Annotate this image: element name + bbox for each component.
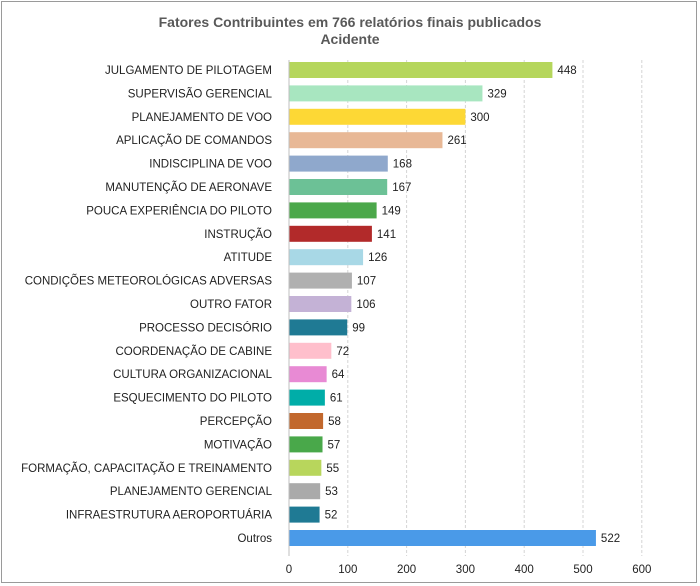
bar	[289, 272, 352, 289]
category-label: FORMAÇÃO, CAPACITAÇÃO E TREINAMENTO	[21, 462, 272, 475]
value-label: 300	[470, 112, 489, 124]
bar	[289, 225, 372, 242]
value-label: 57	[328, 439, 341, 451]
category-label: PERCEPÇÃO	[200, 415, 272, 428]
value-label: 61	[330, 393, 343, 405]
bar	[289, 530, 596, 546]
category-label: Outros	[237, 533, 272, 545]
category-label: INFRAESTRUTURA AEROPORTUÁRIA	[66, 509, 273, 522]
category-label: JULGAMENTO DE PILOTAGEM	[105, 65, 272, 77]
chart-subtitle: Acidente	[320, 31, 380, 47]
bar	[289, 155, 388, 172]
category-label: COORDENAÇÃO DE CABINE	[115, 345, 272, 358]
bar	[289, 296, 352, 312]
bar	[289, 108, 466, 125]
bar	[289, 389, 325, 406]
value-label: 141	[377, 229, 396, 241]
value-label: 261	[447, 135, 466, 147]
bar	[289, 436, 323, 453]
bar	[289, 459, 322, 476]
bar	[289, 62, 553, 78]
bar	[289, 319, 348, 336]
category-label: MOTIVAÇÃO	[204, 438, 272, 451]
category-label: CONDIÇÕES METEOROLÓGICAS ADVERSAS	[25, 275, 273, 288]
x-axis-ticks: 0 100 200 300 400 500 600	[286, 564, 652, 576]
category-label: APLICAÇÃO DE COMANDOS	[116, 134, 272, 147]
category-label: INDISCIPLINA DE VOO	[149, 159, 272, 171]
value-label: 55	[326, 463, 339, 475]
value-label: 107	[357, 276, 376, 288]
category-label: INSTRUÇÃO	[204, 228, 272, 241]
bar	[289, 506, 320, 523]
x-tick-label: 200	[397, 564, 416, 576]
category-label: ATITUDE	[224, 252, 273, 264]
x-tick-label: 300	[456, 564, 475, 576]
chart-title: Fatores Contribuintes em 766 relatórios …	[158, 14, 542, 30]
bar	[289, 249, 364, 266]
bar	[289, 342, 332, 359]
category-label: POUCA EXPERIÊNCIA DO PILOTO	[86, 204, 272, 217]
bar	[289, 413, 324, 429]
x-tick-label: 600	[632, 564, 651, 576]
value-label: 168	[393, 159, 412, 171]
value-label: 448	[557, 65, 576, 77]
value-label: 64	[332, 369, 345, 381]
bar	[289, 179, 388, 195]
category-label: CULTURA ORGANIZACIONAL	[113, 369, 272, 381]
x-tick-label: 0	[286, 564, 292, 576]
bar	[289, 132, 443, 149]
x-tick-label: 500	[573, 564, 592, 576]
bar	[289, 202, 377, 219]
value-label: 149	[382, 205, 401, 217]
bars	[289, 62, 596, 546]
value-label: 58	[328, 416, 341, 428]
value-label: 53	[325, 486, 338, 498]
value-label: 167	[392, 182, 411, 194]
bar	[289, 483, 321, 500]
category-labels: JULGAMENTO DE PILOTAGEM SUPERVISÃO GERENC…	[21, 65, 273, 545]
value-label: 99	[352, 322, 365, 334]
value-label: 329	[487, 88, 506, 100]
value-label: 72	[336, 346, 349, 358]
category-label: MANUTENÇÃO DE AERONAVE	[105, 181, 272, 194]
x-tick-label: 100	[338, 564, 357, 576]
value-label: 52	[325, 510, 338, 522]
bar	[289, 366, 327, 383]
value-label: 522	[601, 533, 620, 545]
category-label: SUPERVISÃO GERENCIAL	[128, 87, 273, 100]
category-label: OUTRO FATOR	[190, 299, 272, 311]
category-label: PROCESSO DECISÓRIO	[139, 321, 272, 334]
category-label: PLANEJAMENTO DE VOO	[132, 112, 272, 124]
value-label: 126	[368, 252, 387, 264]
category-label: ESQUECIMENTO DO PILOTO	[113, 393, 272, 405]
bar	[289, 85, 483, 102]
x-tick-label: 400	[515, 564, 534, 576]
value-label: 106	[356, 299, 375, 311]
category-label: PLANEJAMENTO GERENCIAL	[110, 486, 273, 498]
